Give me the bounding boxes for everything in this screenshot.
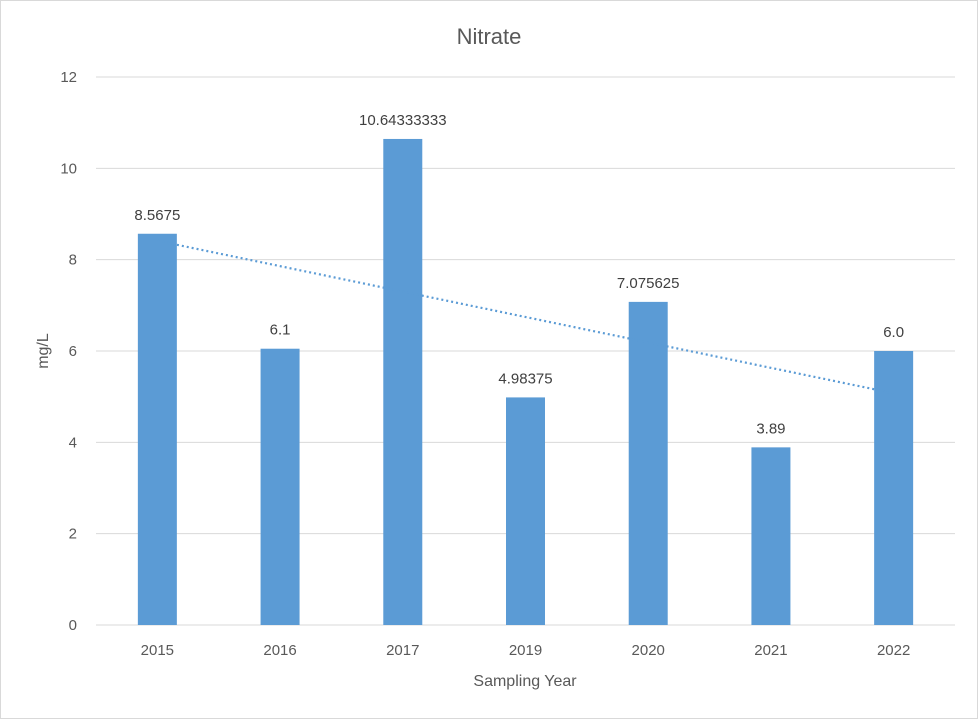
y-axis-ticks: 0 2 4 6 8 10 12 [60,69,77,634]
bar [260,348,300,625]
data-label: 7.075625 [617,275,680,292]
trendline [157,239,894,395]
trendline-group [157,239,894,395]
bar [628,301,668,625]
data-labels: 8.5675 6.1 10.64333333 4.98375 7.075625 3.89 6… [134,112,904,437]
y-tick-label: 10 [60,160,77,177]
y-tick-label: 2 [69,526,77,543]
y-tick-label: 4 [69,434,77,451]
x-tick-label: 2021 [754,642,787,659]
x-tick-label: 2015 [141,642,174,659]
y-axis-title: mg/L [35,333,52,369]
x-tick-label: 2019 [509,642,542,659]
y-tick-label: 12 [60,69,77,86]
bars [137,138,914,625]
data-label: 3.89 [756,420,785,437]
chart-title: Nitrate [457,24,522,49]
bar [751,447,791,625]
x-tick-label: 2022 [877,642,910,659]
bar [506,397,545,625]
y-tick-label: 0 [69,617,77,634]
bar [383,138,423,625]
data-label: 6.0 [883,324,904,341]
x-tick-label: 2017 [386,642,419,659]
data-label: 10.64333333 [359,112,447,129]
gridlines [96,76,955,626]
bar [137,233,177,625]
y-tick-label: 8 [69,252,77,269]
bar [874,351,914,625]
x-tick-label: 2016 [263,642,296,659]
x-tick-label: 2020 [632,642,665,659]
x-axis-title: Sampling Year [473,673,577,690]
data-label: 6.1 [270,322,291,339]
x-axis-ticks: 2015 2016 2017 2019 2020 2021 2022 [141,642,911,659]
y-tick-label: 6 [69,343,77,360]
data-label: 8.5675 [134,207,180,224]
data-label: 4.98375 [498,370,552,387]
